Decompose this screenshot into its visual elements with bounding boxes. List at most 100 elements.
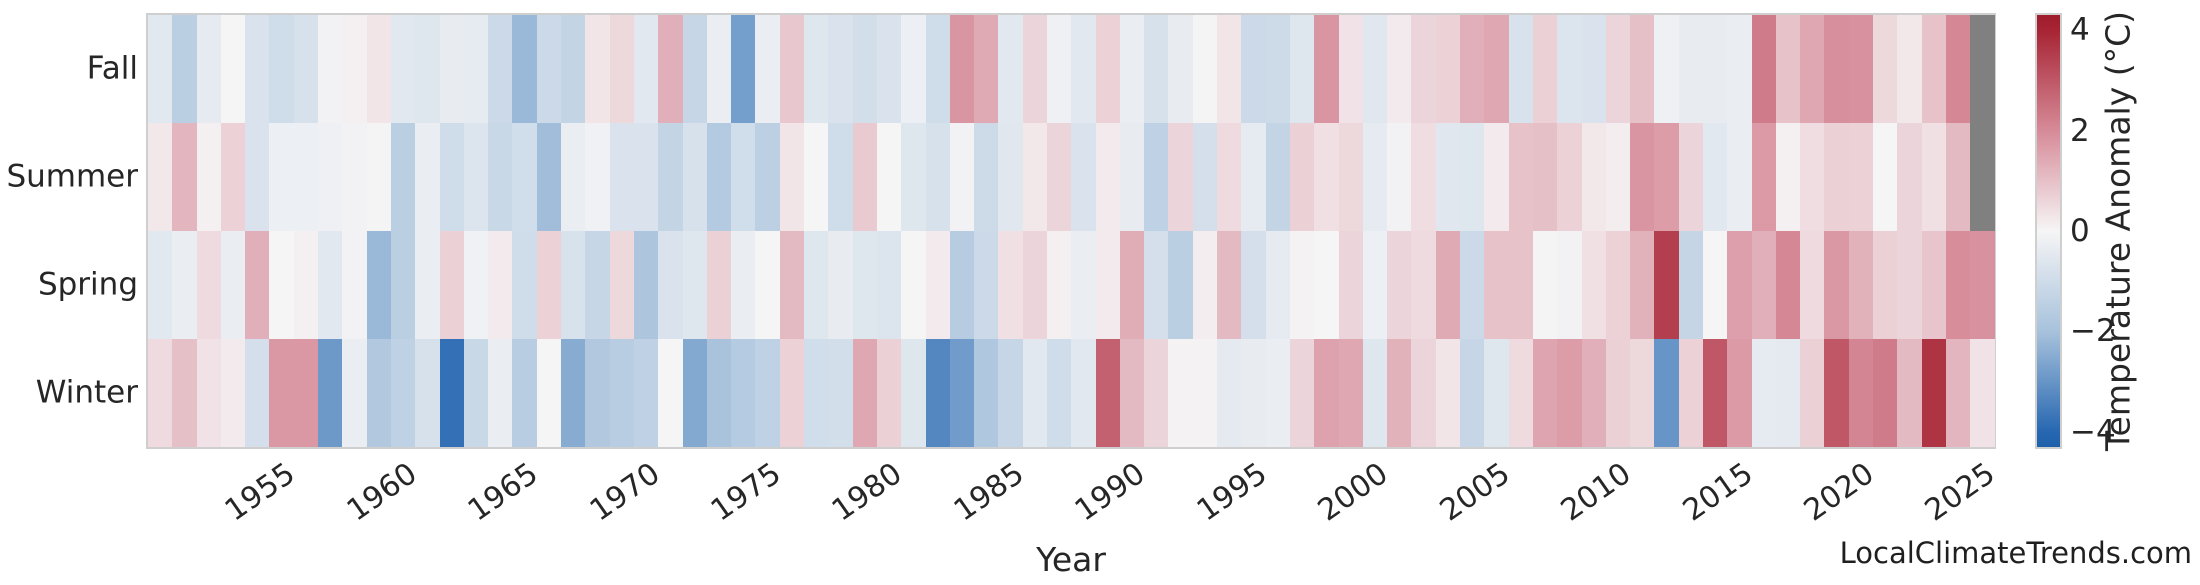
heatmap-cell-fall-1998: [1314, 15, 1339, 123]
heatmap-cell-fall-1968: [585, 15, 610, 123]
row-label-spring: Spring: [37, 266, 138, 303]
heatmap-cell-winter-2017: [1775, 339, 1801, 447]
heatmap-cell-summer-2018: [1800, 123, 1825, 231]
colorbar-tick-2: 2: [2070, 112, 2090, 149]
heatmap-cell-summer-2015: [1727, 123, 1752, 231]
heatmap-cell-summer-1960: [390, 123, 416, 231]
heatmap-cell-spring-1962: [439, 231, 464, 339]
heatmap-cell-spring-2022: [1897, 231, 1922, 339]
heatmap-cell-fall-2019: [1824, 15, 1849, 123]
heatmap-cell-winter-1969: [609, 339, 634, 447]
heatmap-cell-winter-1961: [415, 339, 440, 447]
heatmap-cell-fall-1970: [633, 15, 659, 123]
x-axis-label: Year: [1036, 540, 1106, 579]
heatmap-cell-spring-1981: [901, 231, 926, 339]
heatmap-cell-fall-1960: [390, 15, 416, 123]
heatmap-cell-winter-1959: [366, 339, 391, 447]
heatmap-row-summer: [148, 123, 1995, 231]
heatmap-cell-winter-1971: [658, 339, 683, 447]
heatmap-cell-spring-2003: [1435, 231, 1461, 339]
heatmap-cell-spring-1961: [415, 231, 440, 339]
heatmap-cell-spring-1963: [463, 231, 489, 339]
heatmap-cell-winter-2002: [1411, 339, 1436, 447]
heatmap-cell-fall-1967: [561, 15, 586, 123]
heatmap-cell-summer-1956: [293, 123, 319, 231]
heatmap-cell-spring-2020: [1848, 231, 1874, 339]
heatmap-cell-summer-1955: [269, 123, 294, 231]
heatmap-cell-summer-2024: [1945, 123, 1971, 231]
heatmap-cell-spring-1971: [658, 231, 683, 339]
watermark-text: LocalClimateTrends.com: [1839, 536, 2192, 570]
heatmap-cell-summer-1995: [1241, 123, 1266, 231]
heatmap-cell-spring-1966: [536, 231, 562, 339]
heatmap-cell-winter-1974: [731, 339, 756, 447]
heatmap-cell-spring-1990: [1119, 231, 1145, 339]
heatmap-cell-winter-1973: [706, 339, 732, 447]
heatmap-cell-summer-1976: [779, 123, 805, 231]
heatmap-cell-fall-2023: [1921, 15, 1946, 123]
heatmap-cell-fall-2017: [1775, 15, 1801, 123]
heatmap-cell-winter-2000: [1362, 339, 1388, 447]
heatmap-cell-summer-1980: [876, 123, 902, 231]
heatmap-cell-spring-2006: [1508, 231, 1533, 339]
heatmap-cell-fall-2010: [1605, 15, 1631, 123]
heatmap-cell-summer-1978: [828, 123, 853, 231]
heatmap-cell-fall-2014: [1703, 15, 1728, 123]
heatmap-cell-spring-2000: [1362, 231, 1388, 339]
heatmap-cell-spring-1975: [755, 231, 780, 339]
heatmap-cell-fall-1995: [1241, 15, 1266, 123]
heatmap-cell-summer-1973: [706, 123, 732, 231]
heatmap-cell-winter-2001: [1387, 339, 1412, 447]
heatmap-cell-fall-1956: [293, 15, 319, 123]
heatmap-cell-winter-1978: [828, 339, 853, 447]
heatmap-cell-winter-1965: [512, 339, 537, 447]
heatmap-cell-fall-1996: [1265, 15, 1290, 123]
heatmap-cell-summer-2007: [1532, 123, 1558, 231]
heatmap-cell-spring-1953: [220, 231, 246, 339]
heatmap-cell-fall-1988: [1071, 15, 1096, 123]
heatmap-cell-spring-1993: [1192, 231, 1218, 339]
heatmap-cell-spring-1979: [852, 231, 877, 339]
heatmap-cell-spring-1986: [1022, 231, 1047, 339]
heatmap-cell-winter-1962: [439, 339, 464, 447]
heatmap-cell-spring-2011: [1630, 231, 1655, 339]
heatmap-cell-summer-2006: [1508, 123, 1533, 231]
heatmap-cell-winter-1987: [1046, 339, 1072, 447]
heatmap-cell-summer-2013: [1678, 123, 1703, 231]
heatmap-cell-spring-1989: [1095, 231, 1120, 339]
heatmap-cell-fall-1973: [706, 15, 732, 123]
heatmap-cell-winter-2025: [1970, 339, 1995, 447]
heatmap-cell-winter-1983: [949, 339, 975, 447]
heatmap-cell-fall-2011: [1630, 15, 1655, 123]
heatmap-cell-fall-1992: [1168, 15, 1193, 123]
heatmap-cell-fall-1986: [1022, 15, 1047, 123]
heatmap-cell-winter-1958: [342, 339, 367, 447]
heatmap-cell-winter-1956: [293, 339, 319, 447]
heatmap-cell-winter-1990: [1119, 339, 1145, 447]
heatmap-cell-fall-1981: [901, 15, 926, 123]
heatmap-cell-winter-2011: [1630, 339, 1655, 447]
heatmap-cell-spring-2004: [1460, 231, 1485, 339]
heatmap-cell-winter-2019: [1824, 339, 1849, 447]
heatmap-cell-summer-1962: [439, 123, 464, 231]
heatmap-cell-fall-2024: [1945, 15, 1971, 123]
heatmap-cell-winter-1994: [1217, 339, 1242, 447]
heatmap-cell-fall-2025: [1970, 15, 1995, 123]
heatmap-cell-spring-1956: [293, 231, 319, 339]
heatmap-cell-fall-2007: [1532, 15, 1558, 123]
heatmap-cell-winter-1997: [1289, 339, 1315, 447]
heatmap-cell-spring-1955: [269, 231, 294, 339]
heatmap-cell-winter-1975: [755, 339, 780, 447]
heatmap-cell-fall-1959: [366, 15, 391, 123]
heatmap-cell-summer-1988: [1071, 123, 1096, 231]
heatmap-cell-winter-2013: [1678, 339, 1703, 447]
heatmap-cell-summer-2023: [1921, 123, 1946, 231]
heatmap-cell-fall-2003: [1435, 15, 1461, 123]
heatmap-cell-spring-1996: [1265, 231, 1290, 339]
heatmap-cell-summer-1950: [148, 123, 173, 231]
heatmap-cell-spring-1973: [706, 231, 732, 339]
heatmap-cell-summer-1965: [512, 123, 537, 231]
heatmap-cell-winter-1981: [901, 339, 926, 447]
heatmap-cell-summer-2000: [1362, 123, 1388, 231]
x-tick-2025: 2025: [1812, 456, 2002, 528]
